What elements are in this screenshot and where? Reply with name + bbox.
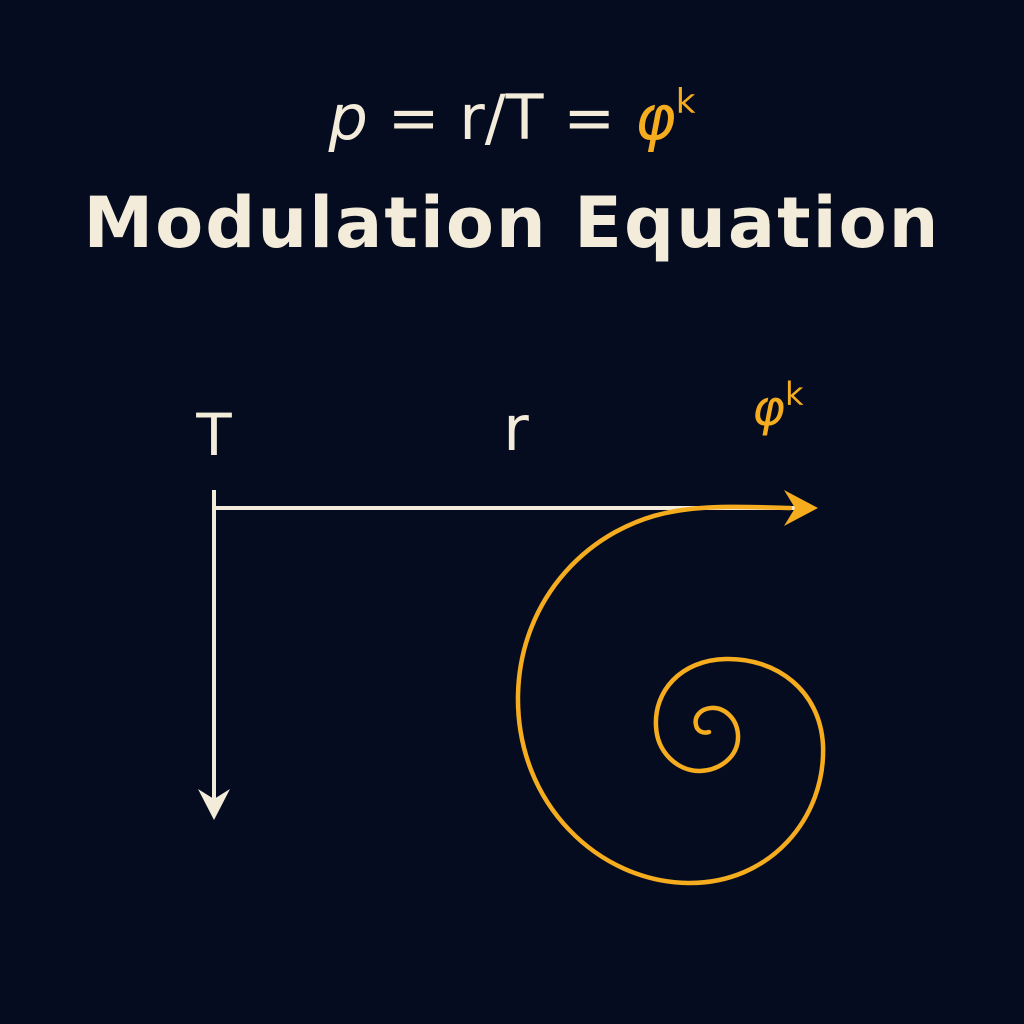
- equation-exponent: k: [675, 82, 696, 122]
- r-axis-arrowhead: [784, 490, 818, 526]
- label-phi: φk: [752, 375, 804, 437]
- equation-heading: p = r/T = φk: [0, 62, 1024, 158]
- spiral-tail: [673, 504, 793, 514]
- label-T: T: [195, 401, 232, 469]
- equation-phi: φ: [634, 81, 676, 154]
- label-phi-exponent: k: [785, 375, 804, 413]
- golden-spiral: [515, 508, 826, 886]
- label-phi-base: φ: [752, 379, 785, 437]
- label-r: r: [503, 392, 529, 465]
- equation-lhs: p: [328, 81, 368, 154]
- T-axis-arrowhead: [198, 789, 230, 820]
- page-title: Modulation Equation: [83, 182, 941, 264]
- equation-middle: = r/T =: [367, 81, 635, 154]
